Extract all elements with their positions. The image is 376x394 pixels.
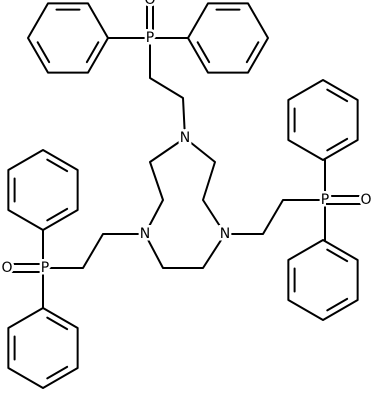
phenyl-ring <box>7 307 79 389</box>
phenyl-ring <box>287 239 359 321</box>
aromatic-double-bond <box>326 137 349 152</box>
phenyl-rings <box>7 2 359 389</box>
atom-label: N <box>220 226 230 242</box>
aromatic-double-bond <box>36 41 51 64</box>
phenyl-ring <box>27 2 109 74</box>
aromatic-double-bond <box>46 316 69 331</box>
phenyl-ring <box>287 79 359 161</box>
atom-label: N <box>180 130 190 146</box>
aromatic-double-bond <box>85 41 100 64</box>
bond-chain <box>149 37 186 139</box>
atom-label: O <box>1 260 12 276</box>
atom-label: P <box>321 192 329 208</box>
atom-label: P <box>146 30 154 46</box>
aromatic-double-bond <box>196 41 211 64</box>
phenyl-ring <box>7 149 79 231</box>
bonds <box>11 0 361 309</box>
aromatic-double-bond <box>326 88 349 103</box>
phenyl-ring <box>187 2 269 74</box>
aromatic-double-bond <box>46 158 69 173</box>
atom-label: O <box>144 0 155 8</box>
atom-label: O <box>360 192 371 208</box>
aromatic-double-bond <box>326 248 349 263</box>
bond-chain <box>44 233 146 269</box>
aromatic-double-bond <box>245 41 260 64</box>
ring-bonds <box>144 137 226 269</box>
aromatic-double-bond <box>46 207 69 222</box>
aromatic-double-bond <box>46 365 69 380</box>
atom-label: P <box>41 260 49 276</box>
atom-labels: O P N N N P O P O <box>0 0 374 279</box>
aromatic-double-bond <box>326 297 349 312</box>
atom-label: N <box>140 226 150 242</box>
bond-chain <box>224 199 326 235</box>
